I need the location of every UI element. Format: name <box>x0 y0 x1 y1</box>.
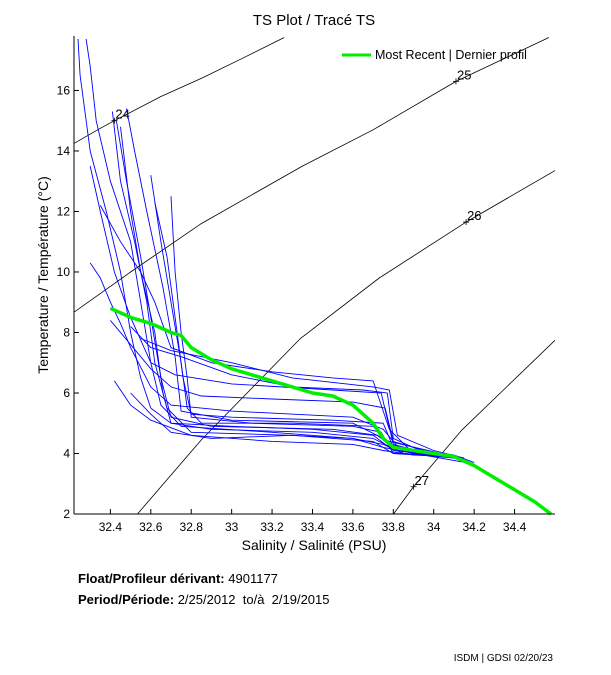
y-tick-label: 10 <box>57 265 71 279</box>
profile-line <box>170 196 444 456</box>
profile-line <box>130 392 434 457</box>
contour-label: 25 <box>457 67 471 82</box>
y-tick-label: 8 <box>63 325 70 339</box>
profile-lines <box>77 38 475 465</box>
profile-line <box>140 338 465 459</box>
x-tick-label: 33 <box>225 520 239 534</box>
profile-line <box>130 326 454 457</box>
footer-credit: ISDM | GDSI 02/20/23 <box>453 653 553 664</box>
contour-label: 27 <box>415 473 429 488</box>
density-contours: 24 25 26 27 <box>74 37 555 514</box>
x-tick-label: 33.4 <box>301 520 325 534</box>
profile-line <box>99 205 414 454</box>
period-info: Period/Période: 2/25/2012 to/à 2/19/2015 <box>78 592 330 607</box>
most-recent-profile <box>109 306 553 516</box>
period-value: 2/25/2012 to/à 2/19/2015 <box>177 592 330 607</box>
axes: 32.4 32.6 32.8 33 33.2 33.4 33.6 33.8 34 34.2 34.4… <box>57 36 555 534</box>
most-recent-line <box>109 306 553 516</box>
y-tick-label: 2 <box>63 507 70 521</box>
x-tick-label: 32.6 <box>139 520 163 534</box>
contour-label-marker <box>410 483 417 490</box>
float-info: Float/Profileur dérivant: 4901177 <box>78 571 278 586</box>
y-tick-label: 4 <box>63 446 70 460</box>
x-tick-label: 32.4 <box>99 520 123 534</box>
profile-line <box>110 320 434 454</box>
profile-line <box>126 108 455 457</box>
x-tick-label: 34.2 <box>462 520 486 534</box>
contour-label-marker <box>463 219 470 226</box>
profile-line <box>89 262 444 457</box>
x-tick-label: 33.6 <box>341 520 365 534</box>
float-value: 4901177 <box>228 571 278 586</box>
legend-entry: Most Recent | Dernier profil <box>375 48 527 62</box>
profile-line <box>89 166 434 456</box>
float-label: Float/Profileur dérivant: <box>78 571 225 586</box>
profile-line <box>115 120 454 457</box>
density-contour-27 <box>393 340 555 514</box>
profile-line <box>85 38 454 459</box>
legend: Most Recent | Dernier profil <box>342 48 527 62</box>
chart-title: TS Plot / Tracé TS <box>253 12 375 29</box>
x-tick-label: 33.2 <box>260 520 284 534</box>
contour-label: 24 <box>115 107 129 122</box>
profile-line <box>150 175 434 454</box>
x-axis-label: Salinity / Salinité (PSU) <box>242 537 387 553</box>
profile-line <box>120 126 475 465</box>
y-tick-label: 16 <box>57 83 71 97</box>
contour-label-marker <box>452 78 459 85</box>
density-contour-26 <box>136 170 555 514</box>
y-axis-label: Temperature / Température (°C) <box>35 176 51 374</box>
contour-label: 26 <box>467 208 481 223</box>
y-tick-label: 6 <box>63 386 70 400</box>
y-tick-label: 12 <box>57 204 71 218</box>
density-contour-25 <box>74 37 550 313</box>
period-label: Period/Période: <box>78 592 175 607</box>
x-tick-label: 33.8 <box>382 520 406 534</box>
x-tick-label: 32.8 <box>180 520 204 534</box>
x-tick-label: 34.4 <box>503 520 527 534</box>
x-tick-label: 34 <box>427 520 441 534</box>
density-contour-24 <box>74 37 285 144</box>
y-tick-label: 14 <box>57 144 71 158</box>
